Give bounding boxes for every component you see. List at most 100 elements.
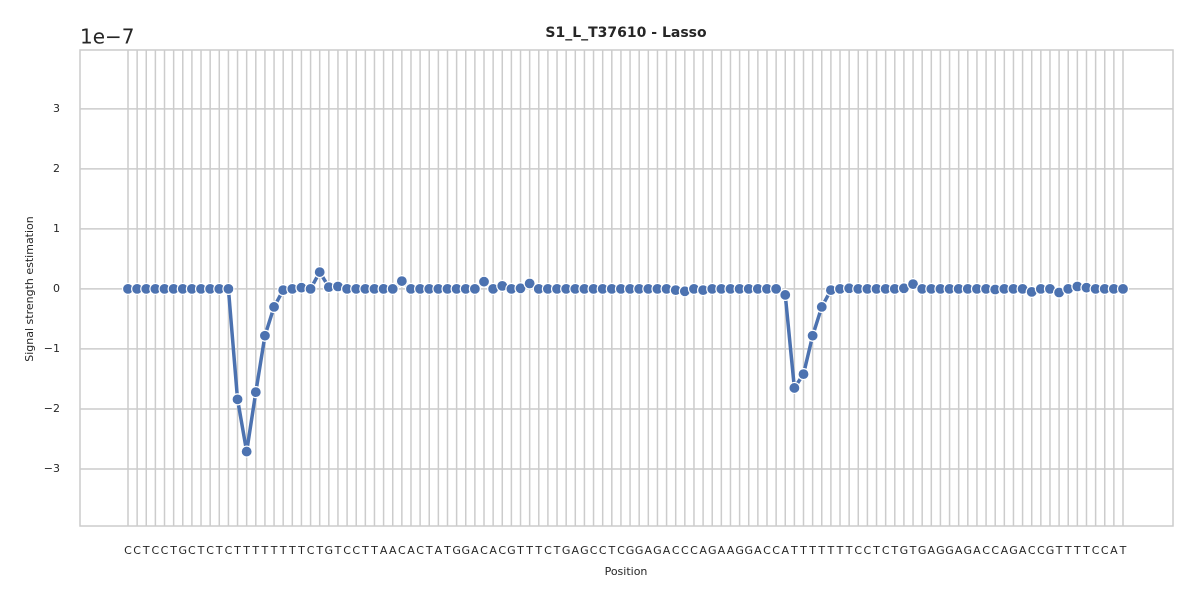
x-tick-label: C (681, 544, 689, 557)
x-tick-label: T (534, 544, 542, 557)
y-tick-label: 2 (53, 162, 60, 175)
x-tick-label: T (279, 544, 287, 557)
x-tick-label: C (352, 544, 360, 557)
x-tick-label: T (215, 544, 223, 557)
x-tick-label: A (928, 544, 936, 557)
x-tick-label: C (124, 544, 132, 557)
x-tick-label: T (1119, 544, 1127, 557)
x-tick-label: C (772, 544, 780, 557)
y-tick-label: −1 (44, 342, 60, 355)
y-tick-label: 3 (53, 102, 60, 115)
x-tick-label: T (1082, 544, 1090, 557)
x-tick-label: T (1073, 544, 1081, 557)
x-tick-label: G (744, 544, 753, 557)
x-tick-label: G (964, 544, 973, 557)
x-tick-label: C (599, 544, 607, 557)
data-point (258, 329, 272, 342)
x-tick-label: T (251, 544, 259, 557)
x-tick-label: G (580, 544, 589, 557)
x-tick-label: T (607, 544, 615, 557)
x-tick-label: C (206, 544, 214, 557)
x-axis-label: Position (605, 565, 648, 578)
data-point (523, 277, 536, 290)
x-tick-label: A (435, 544, 443, 557)
x-tick-label: T (872, 544, 880, 557)
x-tick-label: C (307, 544, 315, 557)
x-tick-label: T (169, 544, 177, 557)
x-tick-label: T (334, 544, 342, 557)
x-tick-label: G (461, 544, 470, 557)
x-tick-label: C (480, 544, 488, 557)
x-tick-label: G (562, 544, 571, 557)
x-tick-label: G (1009, 544, 1018, 557)
offset-text: 1e−7 (80, 25, 135, 49)
y-axis-label: Signal strength estimation (23, 216, 36, 362)
x-tick-label: A (389, 544, 397, 557)
data-point (815, 300, 828, 314)
x-tick-label: G (900, 544, 909, 557)
x-tick-label: A (380, 544, 388, 557)
x-tick-label: T (1055, 544, 1063, 557)
x-tick-label: G (325, 544, 334, 557)
x-tick-label: C (188, 544, 196, 557)
x-tick-label: G (507, 544, 516, 557)
x-tick-label: C (398, 544, 406, 557)
x-tick-label: T (297, 544, 305, 557)
data-point (304, 282, 317, 296)
x-tick-label: G (936, 544, 945, 557)
x-tick-label: T (845, 544, 853, 557)
x-tick-label: T (817, 544, 825, 557)
x-tick-label: T (288, 544, 296, 557)
x-tick-label: C (498, 544, 506, 557)
x-tick-label: T (553, 544, 561, 557)
x-tick-label: G (179, 544, 188, 557)
x-tick-label: G (945, 544, 954, 557)
x-tick-label: T (315, 544, 323, 557)
x-tick-label: C (161, 544, 169, 557)
x-tick-label: A (407, 544, 415, 557)
x-tick-label: A (973, 544, 981, 557)
x-tick-label: A (471, 544, 479, 557)
data-point (779, 288, 792, 302)
x-tick-label: G (735, 544, 744, 557)
x-tick-label: T (370, 544, 378, 557)
x-tick-label: T (909, 544, 917, 557)
x-tick-label: T (890, 544, 898, 557)
x-tick-label: A (489, 544, 497, 557)
data-point (222, 282, 235, 296)
x-tick-label: C (1028, 544, 1036, 557)
x-tick-label: T (799, 544, 807, 557)
y-tick-label: 1 (53, 222, 60, 235)
x-tick-label: C (343, 544, 351, 557)
x-tick-label: C (882, 544, 890, 557)
x-tick-label: C (854, 544, 862, 557)
x-tick-label: T (827, 544, 835, 557)
x-tick-label: A (955, 544, 963, 557)
x-tick-label: C (982, 544, 990, 557)
x-tick-label: C (416, 544, 424, 557)
x-tick-label: G (918, 544, 927, 557)
x-tick-label: A (754, 544, 762, 557)
data-point (477, 275, 491, 288)
x-tick-label: T (197, 544, 205, 557)
data-point (788, 381, 801, 395)
data-point (386, 282, 399, 296)
x-tick-label: T (443, 544, 451, 557)
x-tick-label: C (1037, 544, 1045, 557)
x-tick-label: T (270, 544, 278, 557)
x-tick-label: C (152, 544, 160, 557)
x-tick-label: A (663, 544, 671, 557)
chart-title: S1_L_T37610 - Lasso (545, 25, 707, 41)
x-tick-label: G (452, 544, 461, 557)
x-tick-label: T (808, 544, 816, 557)
x-tick-label: T (836, 544, 844, 557)
x-tick-label: C (1092, 544, 1100, 557)
data-point (267, 300, 281, 314)
x-tick-label: C (225, 544, 233, 557)
x-tick-label: T (525, 544, 533, 557)
x-tick-label: T (425, 544, 433, 557)
x-tick-label: G (708, 544, 717, 557)
data-point (313, 265, 326, 279)
